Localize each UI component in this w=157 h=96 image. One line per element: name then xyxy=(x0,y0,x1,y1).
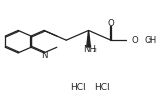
Text: NH: NH xyxy=(83,45,96,54)
Text: N: N xyxy=(41,51,47,60)
Text: O: O xyxy=(131,36,138,45)
Polygon shape xyxy=(87,30,90,47)
Text: HCl: HCl xyxy=(70,83,86,92)
Text: 2: 2 xyxy=(92,48,96,53)
Text: CH: CH xyxy=(145,36,157,45)
Text: HCl: HCl xyxy=(94,83,109,92)
Text: O: O xyxy=(108,19,114,28)
Text: 3: 3 xyxy=(147,38,151,43)
